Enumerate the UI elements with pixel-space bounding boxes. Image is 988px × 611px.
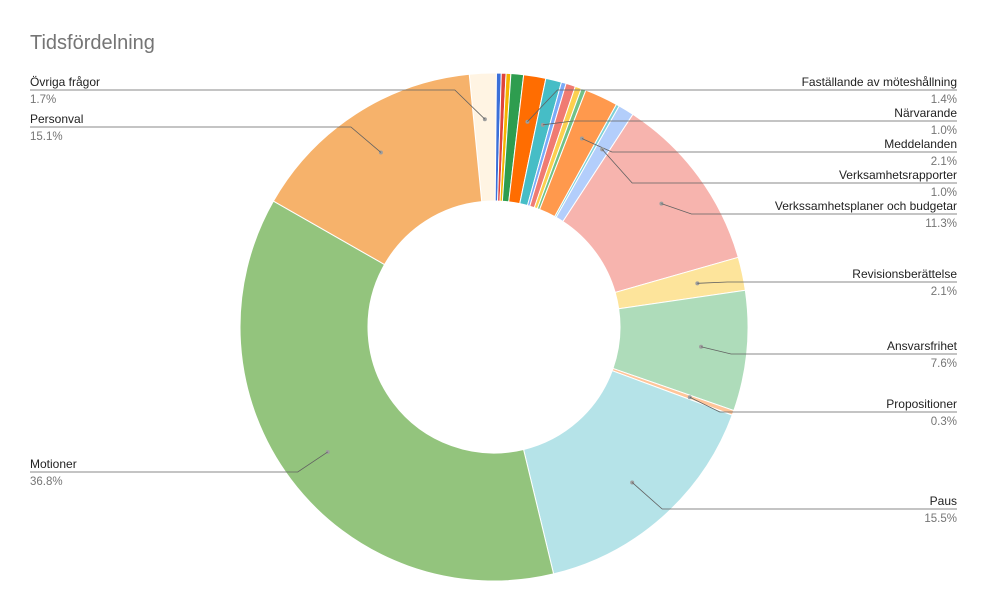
slice-percentage: 1.0% [931,187,957,199]
slice-label: Övriga frågor [30,75,100,89]
slice-label: Motioner [30,457,77,471]
slice-label: Ansvarsfrihet [887,339,958,353]
slice-label: Verkssamhetsplaner och budgetar [775,199,957,213]
slice-label: Närvarande [894,106,957,120]
callout-line [631,482,957,510]
slice-label: Revisionsberättelse [852,267,957,281]
slice-percentage: 2.1% [931,286,957,298]
slice-paus[interactable] [522,370,733,575]
slice-percentage: 15.1% [30,131,63,143]
slice-label: Personval [30,112,83,126]
slice-label: Paus [930,494,957,508]
slice-percentage: 2.1% [931,156,957,168]
slice-percentage: 1.4% [931,94,957,106]
slice-label: Propositioner [886,397,957,411]
callout-labels: Övriga frågor 1.7% Faställande av möteshål… [30,75,958,525]
slice-percentage: 0.3% [931,416,957,428]
slice-percentage: 1.0% [931,125,957,137]
callout-line [601,149,957,184]
slice-percentage: 36.8% [30,476,63,488]
callout-line [697,281,957,284]
chart-title: Tidsfördelning [30,32,155,54]
callout-line [30,451,328,473]
slice-percentage: 11.3% [925,218,957,230]
slice-label: Meddelanden [884,137,957,151]
callout-line [700,346,957,355]
callout-line [581,138,957,153]
slice-personval[interactable] [272,73,483,266]
slice-motioner[interactable] [239,200,555,582]
callout-line [542,120,957,126]
slice-percentage: 7.6% [931,358,957,370]
donut-slices [239,72,749,582]
slice-percentage: 1.7% [30,94,56,106]
callout-line [527,89,957,122]
slice-percentage: 15.5% [924,513,957,525]
slice-label: Faställande av möteshållning [802,75,957,89]
callout-line [661,203,957,215]
callout-line [30,89,486,120]
callout-line [689,396,957,413]
callout-line [30,126,382,153]
slice-label: Verksamhetsrapporter [839,168,957,182]
